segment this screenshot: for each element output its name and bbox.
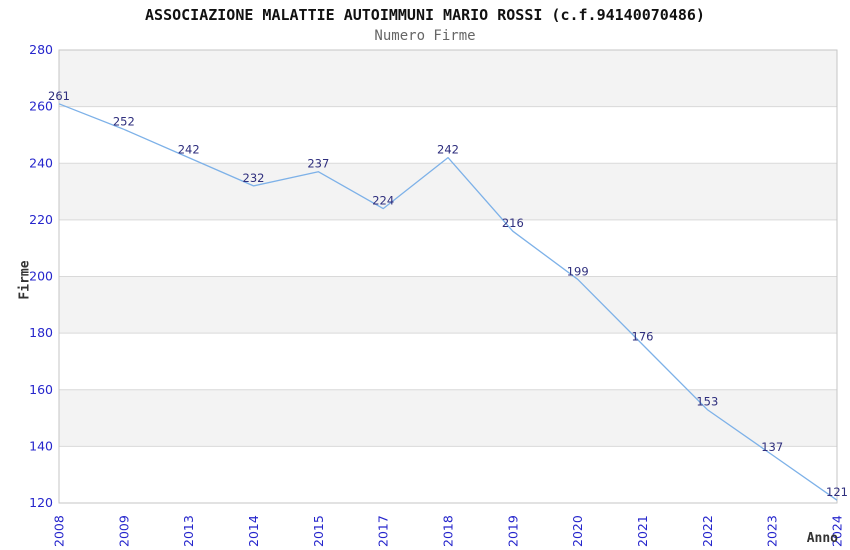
y-tick-label: 260	[29, 99, 53, 114]
point-label: 199	[567, 264, 589, 278]
x-tick-label: 2015	[311, 515, 326, 547]
y-tick-label: 200	[29, 269, 53, 284]
y-tick-label: 280	[29, 42, 53, 57]
chart-subtitle: Numero Firme	[374, 28, 476, 44]
point-label: 216	[502, 216, 524, 230]
y-tick-label: 220	[29, 212, 53, 227]
series-line	[58, 103, 838, 501]
y-axis-title: Firme	[17, 260, 33, 300]
y-tick-label: 240	[29, 155, 53, 170]
chart-band	[59, 389, 837, 447]
point-label: 261	[48, 89, 70, 103]
point-label: 121	[826, 485, 848, 499]
x-tick-label: 2019	[505, 515, 520, 547]
x-tick-label: 2023	[765, 515, 780, 547]
point-label: 242	[437, 143, 459, 157]
point-label: 137	[761, 440, 783, 454]
chart-band	[59, 276, 837, 334]
chart-band	[59, 50, 837, 107]
point-label: 224	[372, 194, 394, 208]
x-tick-label: 2017	[376, 515, 391, 547]
point-label: 237	[307, 157, 329, 171]
y-tick-label: 120	[29, 495, 53, 510]
x-tick-label: 2008	[52, 515, 67, 547]
point-label: 242	[178, 143, 200, 157]
chart-band	[59, 446, 837, 503]
chart-band	[59, 333, 837, 390]
chart-band	[59, 106, 837, 164]
plot-border	[58, 49, 838, 504]
x-tick-label: 2021	[635, 515, 650, 547]
x-tick-label: 2013	[181, 515, 196, 547]
y-tick-label: 160	[29, 382, 53, 397]
y-tick-label: 140	[29, 438, 53, 453]
x-tick-label: 2018	[441, 515, 456, 547]
x-tick-label: 2014	[246, 515, 261, 547]
point-label: 176	[632, 330, 654, 344]
x-tick-label: 2024	[830, 515, 845, 547]
x-tick-label: 2009	[116, 515, 131, 547]
y-tick-label: 180	[29, 325, 53, 340]
x-tick-label: 2022	[700, 515, 715, 547]
x-axis-title: Anno	[806, 531, 838, 546]
chart-band	[59, 219, 837, 277]
chart-title: ASSOCIAZIONE MALATTIE AUTOIMMUNI MARIO R…	[145, 6, 705, 24]
point-label: 232	[243, 171, 265, 185]
chart-band	[59, 163, 837, 220]
x-tick-label: 2020	[570, 515, 585, 547]
point-label: 252	[113, 114, 135, 128]
point-label: 153	[696, 395, 718, 409]
